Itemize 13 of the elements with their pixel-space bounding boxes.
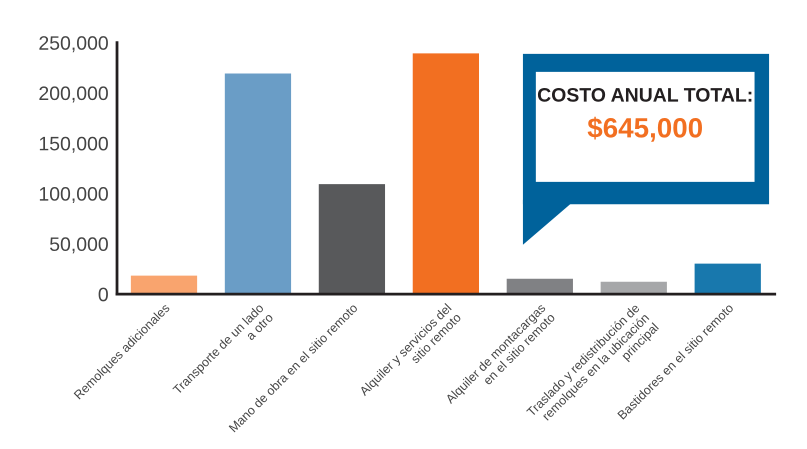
y-tick-label: 150,000: [40, 136, 108, 153]
bar: [129, 274, 199, 294]
annotation: COSTO ANUAL TOTAL:: [538, 88, 752, 102]
bar: [693, 262, 762, 294]
y-tick-label: 0: [98, 288, 108, 302]
y-tick-label: 200,000: [39, 86, 108, 102]
bar: [223, 72, 292, 294]
y-tick-label: 250,000: [39, 36, 108, 52]
annotation: $645,000: [588, 116, 702, 142]
bar: [411, 52, 480, 294]
y-tick-label: 100,000: [40, 186, 108, 204]
y-tick-label: 50,000: [50, 237, 108, 254]
bar: [317, 182, 386, 294]
